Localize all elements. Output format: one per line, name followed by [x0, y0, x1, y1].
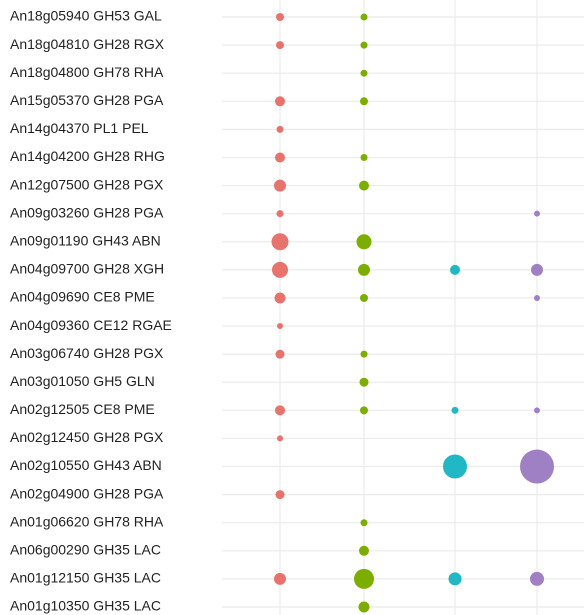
row-label: An02g12505 CE8 PME: [10, 401, 155, 417]
dot: [360, 69, 368, 77]
dot: [360, 97, 368, 106]
dot: [277, 435, 283, 442]
row-label: An02g04900 GH28 PGA: [10, 485, 164, 501]
dot: [354, 568, 374, 589]
dot: [531, 263, 543, 276]
dot: [274, 572, 286, 585]
dot: [275, 349, 285, 359]
row-label: An04g09700 GH28 XGH: [10, 261, 164, 277]
dot: [534, 210, 540, 217]
dot: [534, 294, 540, 301]
dot: [271, 233, 289, 251]
dot: [360, 41, 368, 49]
row-label: An18g04800 GH78 RHA: [10, 64, 164, 80]
dot: [520, 449, 554, 484]
dot: [275, 405, 285, 416]
dot: [360, 519, 368, 527]
row-label: An01g12150 GH35 LAC: [10, 570, 161, 586]
row-label: An09g03260 GH28 PGA: [10, 204, 164, 220]
dot: [359, 377, 369, 387]
dot: [451, 406, 459, 414]
row-label: An15g05370 GH28 PGA: [10, 92, 164, 108]
dot: [448, 572, 462, 586]
dot: [360, 350, 368, 358]
dot: [534, 407, 540, 414]
dot: [360, 406, 368, 415]
dot: [276, 210, 284, 218]
dot: [356, 234, 372, 250]
dot: [274, 179, 286, 192]
dot: [276, 13, 284, 21]
row-label: An04g09690 CE8 PME: [10, 289, 155, 305]
dot: [277, 323, 283, 330]
row-label: An14g04200 GH28 RHG: [10, 148, 165, 164]
dot: [450, 264, 460, 275]
row-label: An18g05940 GH53 GAL: [10, 8, 162, 24]
dot: [360, 293, 368, 302]
dot: [358, 263, 370, 276]
row-label: An06g00290 GH35 LAC: [10, 542, 161, 558]
row-label: An04g09360 CE12 RGAE: [10, 317, 172, 333]
row-label: An02g12450 GH28 PGX: [10, 429, 164, 445]
row-label: An03g01050 GH5 GLN: [10, 373, 155, 389]
row-label: An14g04370 PL1 PEL: [10, 120, 149, 136]
row-label: An18g04810 GH28 RGX: [10, 36, 165, 52]
row-label: An01g10350 GH35 LAC: [10, 598, 161, 614]
dot: [275, 96, 285, 107]
dot: [359, 180, 369, 191]
dot: [360, 13, 368, 21]
dot: [272, 261, 288, 278]
dot: [276, 41, 284, 50]
dot: [275, 490, 285, 500]
dot: [360, 153, 368, 161]
dot: [274, 292, 286, 304]
row-label: An03g06740 GH28 PGX: [10, 345, 164, 361]
row-label: An09g01190 GH43 ABN: [10, 232, 161, 248]
row-label: An02g10550 GH43 ABN: [10, 457, 162, 473]
row-label: An12g07500 GH28 PGX: [10, 176, 164, 192]
dot: [530, 571, 544, 586]
dot: [276, 125, 284, 133]
dot: [359, 545, 369, 556]
dot: [443, 454, 467, 479]
dot: [275, 152, 285, 163]
dot: [358, 601, 370, 613]
row-label: An01g06620 GH78 RHA: [10, 513, 164, 529]
